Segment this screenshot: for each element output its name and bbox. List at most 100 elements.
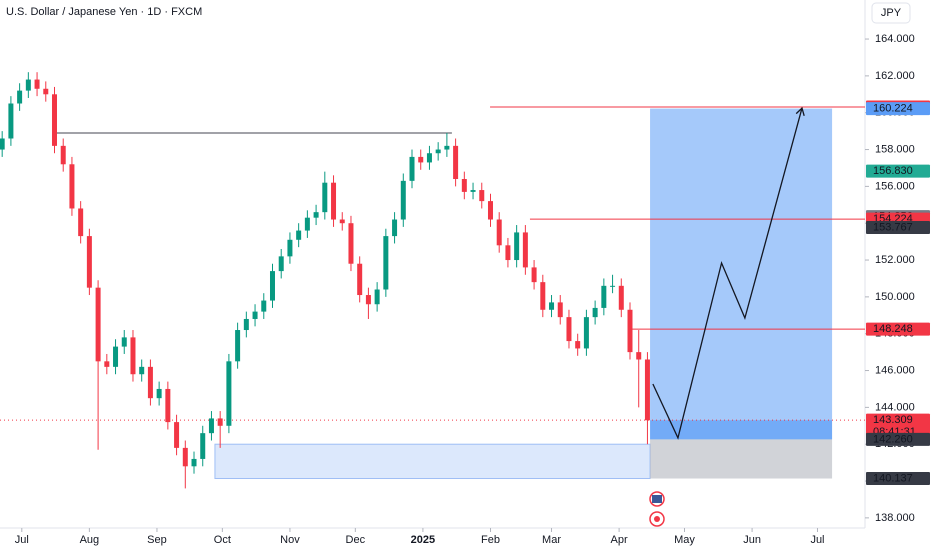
- projection-arrowhead: [795, 106, 805, 116]
- candle-body: [156, 388, 162, 399]
- event-dot: [654, 516, 660, 522]
- candle-body: [226, 361, 232, 426]
- candle-body: [278, 256, 284, 272]
- candle-body: [601, 285, 607, 308]
- price-badge: [866, 472, 930, 486]
- candle-body: [121, 337, 127, 347]
- x-tick-label: Oct: [214, 534, 231, 546]
- candle-body: [287, 239, 293, 257]
- stop-box: [650, 439, 833, 479]
- candle-body: [217, 418, 223, 426]
- candle-body: [331, 182, 337, 220]
- candle-body: [444, 145, 450, 150]
- candle-body: [182, 447, 188, 467]
- candle-body: [269, 271, 275, 301]
- y-tick-label: 156.000: [875, 180, 915, 192]
- candle-body: [147, 366, 153, 399]
- candle-body: [514, 232, 520, 261]
- candle-body: [357, 263, 363, 296]
- candle-body: [365, 295, 371, 305]
- candle-body: [409, 156, 415, 181]
- candle-body: [566, 317, 572, 342]
- price-badge: [866, 322, 930, 336]
- candle-body: [435, 149, 441, 154]
- y-tick-label: 152.000: [875, 254, 915, 266]
- candle-body: [348, 223, 354, 264]
- candle-body: [208, 418, 214, 434]
- candle-body: [43, 88, 49, 95]
- x-tick-label: Sep: [147, 534, 167, 546]
- price-badge: [866, 164, 930, 178]
- price-badge-label: 143.309: [873, 414, 913, 426]
- candle-body: [339, 219, 345, 224]
- currency[interactable]: JPY: [881, 7, 902, 19]
- price-badge: [866, 432, 930, 446]
- y-tick-label: 146.000: [875, 364, 915, 376]
- price-badge-label: 142.260: [873, 433, 913, 445]
- candle-body: [86, 236, 92, 288]
- candle-body: [418, 156, 424, 163]
- support-zone: [214, 443, 651, 480]
- candle-body: [235, 330, 241, 362]
- candle-body: [583, 317, 589, 349]
- x-tick-label: Jun: [743, 534, 761, 546]
- y-tick-label: 162.000: [875, 70, 915, 82]
- y-tick-label: 138.000: [875, 512, 915, 524]
- entry-box: [650, 420, 833, 440]
- candle-body: [25, 79, 31, 91]
- event-icons[interactable]: [649, 491, 665, 527]
- x-tick-label: Nov: [280, 534, 300, 546]
- target-box: [650, 108, 833, 421]
- candle-body: [174, 422, 180, 448]
- chart-title: U.S. Dollar / Japanese Yen · 1D · FXCM: [6, 6, 202, 18]
- x-tick-label: Mar: [542, 534, 561, 546]
- candle-body: [610, 285, 616, 287]
- candle-body: [479, 190, 485, 202]
- candle-body: [575, 341, 581, 349]
- y-tick-label: 150.000: [875, 291, 915, 303]
- x-tick-label: Jul: [15, 534, 29, 546]
- candle-body: [0, 138, 5, 150]
- candle-body: [461, 179, 467, 192]
- candle-body: [426, 153, 432, 163]
- candle-body: [69, 164, 75, 209]
- candle-body: [104, 361, 110, 367]
- candle-body: [17, 90, 23, 104]
- candle-body: [261, 300, 267, 312]
- x-tick-label: Feb: [481, 534, 500, 546]
- candle-body: [618, 285, 624, 310]
- candle-body: [496, 219, 502, 246]
- price-badge-label: 140.137: [873, 472, 913, 484]
- price-badge-label: 153.767: [873, 221, 913, 233]
- candle-body: [191, 458, 197, 467]
- candle-body: [8, 103, 14, 139]
- candle-body: [130, 337, 136, 375]
- candle-body: [453, 145, 459, 180]
- candle-body: [322, 182, 328, 213]
- candle-body: [487, 201, 493, 220]
- candle-body: [636, 352, 642, 360]
- price-badge: [866, 220, 930, 234]
- candle-body: [557, 302, 563, 318]
- candle-body: [592, 307, 598, 318]
- x-tick-label: 2025: [411, 534, 435, 546]
- currency-button[interactable]: [871, 2, 911, 24]
- flag-icon: [652, 495, 662, 503]
- candle-body: [383, 236, 389, 290]
- candle-body: [392, 219, 398, 237]
- x-tick-label: Apr: [611, 534, 628, 546]
- candle-body: [540, 282, 546, 310]
- candle-body: [243, 318, 249, 331]
- candle-body: [304, 217, 310, 231]
- x-tick-label: Dec: [346, 534, 366, 546]
- candle-body: [252, 311, 258, 319]
- candle-body: [51, 94, 57, 146]
- candle-body: [60, 145, 66, 165]
- candle-body: [165, 388, 171, 423]
- candle-body: [644, 359, 650, 421]
- price-badge-label: 160.224: [873, 102, 913, 114]
- y-tick-label: 164.000: [875, 33, 915, 45]
- candle-body: [505, 245, 511, 261]
- candle-body: [374, 289, 380, 305]
- candle-body: [200, 433, 206, 459]
